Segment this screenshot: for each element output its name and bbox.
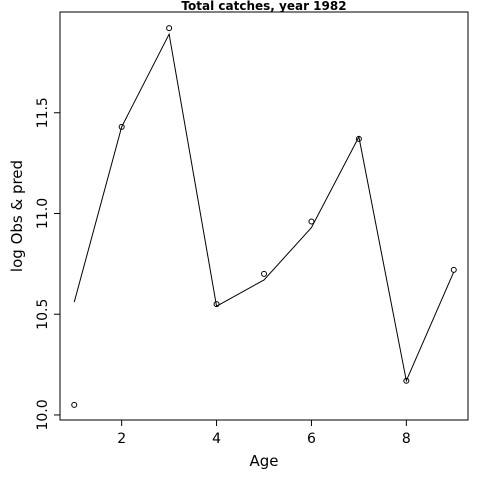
chart-title: Total catches, year 1982 [181,0,346,13]
x-tick-label: 8 [402,431,411,447]
observed-point [308,218,315,225]
x-tick-label: 4 [212,431,221,447]
x-axis: 2 4 6 8 [117,420,411,447]
predicted-line [73,32,455,383]
observed-point [166,25,173,32]
observed-point [450,266,457,273]
y-tick-label: 11.0 [35,198,51,229]
observed-point [355,135,362,142]
y-axis-label: log Obs & pred [8,160,26,272]
observed-point [118,123,125,130]
x-tick-label: 2 [117,431,126,447]
y-tick-label: 11.5 [35,97,51,128]
x-axis-label: Age [249,452,278,470]
observed-point [261,270,267,277]
y-tick-label: 10.0 [35,399,51,430]
y-tick-label: 10.5 [35,299,51,330]
observed-point [71,401,78,408]
observed-point [403,377,410,384]
series-layer [71,25,457,408]
plot-frame [59,11,469,421]
x-tick-label: 6 [307,431,316,447]
y-axis: 10.0 10.5 11.0 11.5 [35,97,60,431]
observed-point [213,301,220,308]
